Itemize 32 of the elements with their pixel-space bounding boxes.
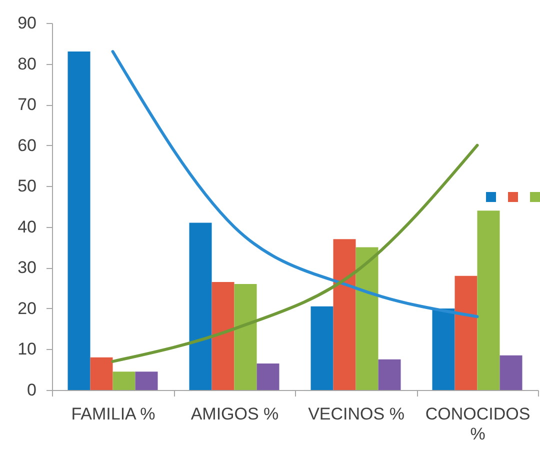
y-tick-label: 90	[18, 14, 36, 32]
bar	[68, 52, 90, 390]
y-tick-label: 10	[18, 340, 36, 359]
x-tick-label: CONOCIDOS %	[425, 404, 530, 444]
bar	[112, 372, 136, 390]
y-tick-label: 20	[18, 298, 36, 318]
bar	[310, 306, 334, 390]
y-tick-label: 30	[18, 258, 36, 278]
bar	[256, 363, 280, 390]
y-tick-label: 0	[27, 380, 36, 400]
bar	[432, 308, 455, 390]
bar	[135, 372, 158, 390]
bar	[356, 247, 378, 390]
line-series	[111, 50, 479, 318]
y-tick-label: 70	[18, 95, 36, 114]
line-series	[111, 144, 479, 363]
bar	[90, 357, 113, 390]
bar	[212, 282, 234, 390]
bar	[234, 284, 257, 390]
bar	[378, 359, 401, 390]
bar	[477, 210, 500, 390]
bar	[454, 276, 478, 390]
x-tick-label: FAMILIA %	[71, 404, 156, 424]
x-tick-label: AMIGOS %	[190, 404, 279, 424]
y-tick-label: 40	[18, 217, 36, 236]
y-tick-label: 80	[18, 54, 36, 74]
bar	[189, 222, 212, 390]
x-tick-label: VECINOS %	[308, 404, 404, 424]
y-tick-label: 50	[18, 176, 36, 196]
bar	[500, 355, 522, 390]
bar	[333, 239, 356, 390]
y-tick-label: 60	[18, 136, 36, 155]
